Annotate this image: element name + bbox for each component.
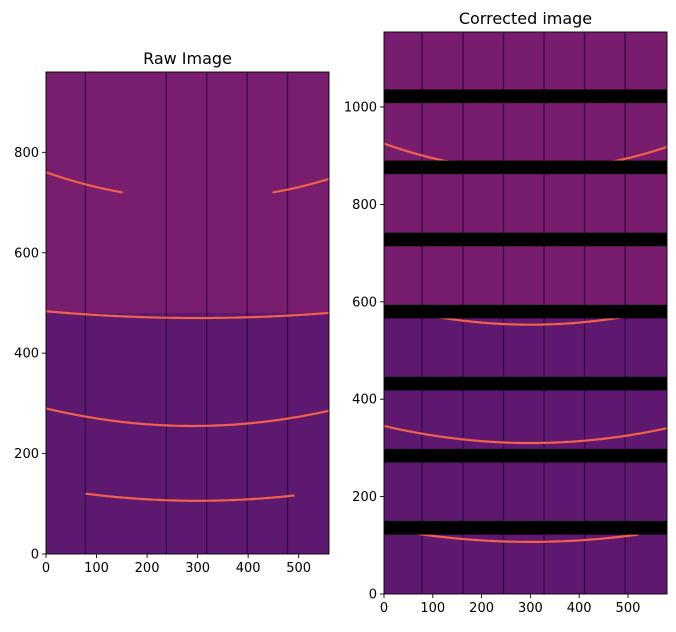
- x-tick-label: 0: [380, 601, 388, 616]
- image-lower-region: [46, 313, 329, 554]
- y-tick-label: 200: [14, 447, 39, 462]
- y-tick-label: 600: [14, 246, 39, 261]
- chart-title: Corrected image: [459, 9, 592, 28]
- chart-title: Raw Image: [143, 49, 232, 68]
- y-tick-label: 400: [14, 347, 39, 362]
- axes-frame: [383, 31, 668, 595]
- x-tick-label: 100: [420, 601, 445, 616]
- image-area: [46, 72, 329, 554]
- x-tick-label: 0: [42, 561, 50, 576]
- y-tick-label: 800: [14, 146, 39, 161]
- spectral-arc: [46, 407, 329, 428]
- y-tick-label: 600: [352, 295, 377, 310]
- spectral-arc: [384, 424, 667, 445]
- x-tick-label: 100: [84, 561, 109, 576]
- x-tick-label: 200: [135, 561, 160, 576]
- x-tick-label: 300: [185, 561, 210, 576]
- gap-band: [384, 89, 667, 104]
- gap-band: [384, 304, 667, 319]
- y-tick-label: 0: [31, 548, 39, 563]
- gap-band: [384, 448, 667, 463]
- gap-band: [384, 160, 667, 175]
- y-tick-label: 800: [352, 198, 377, 213]
- x-tick-label: 300: [518, 601, 543, 616]
- axes-2: 0 100 200 300 400 500 0 200 400 600 800 1000 Correct…: [344, 9, 668, 616]
- x-tick-label: 400: [236, 561, 261, 576]
- y-tick-label: 200: [352, 490, 377, 505]
- image-upper-region: [46, 72, 329, 313]
- x-tick-label: 500: [616, 601, 641, 616]
- image-area: [384, 32, 667, 594]
- y-tick-label: 400: [352, 393, 377, 408]
- gap-band: [384, 520, 667, 535]
- y-tick-label: 1000: [344, 100, 377, 115]
- x-tick-label: 200: [469, 601, 494, 616]
- y-tick-label: 0: [369, 588, 377, 603]
- x-tick-label: 500: [286, 561, 311, 576]
- axes-1: 0 100 200 300 400 500 0 200 400 600 800 Raw Image: [14, 49, 330, 576]
- spectral-arc: [85, 492, 295, 502]
- x-tick-label: 400: [567, 601, 592, 616]
- spectral-arc: [417, 532, 639, 543]
- gap-band: [384, 376, 667, 391]
- axes-frame: [45, 71, 330, 555]
- spectral-arc: [46, 310, 329, 320]
- gap-band: [384, 232, 667, 247]
- spectral-arc: [46, 171, 329, 194]
